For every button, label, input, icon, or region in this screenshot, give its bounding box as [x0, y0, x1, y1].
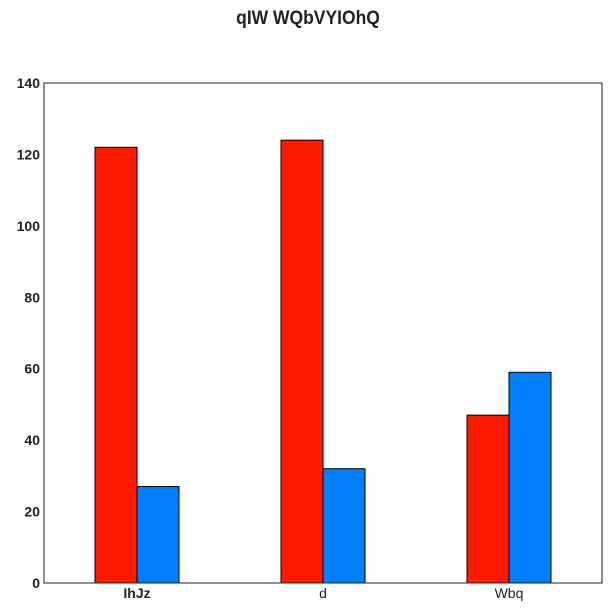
y-tick-label: 120 — [17, 146, 41, 162]
chart-title: qIW WQbVYIOhQ — [236, 8, 380, 29]
bar-series-2-Wbq — [508, 371, 552, 584]
bar-series-2-d — [322, 468, 366, 584]
x-tick-label: Wbq — [495, 585, 524, 601]
y-tick-label: 0 — [32, 575, 40, 591]
y-tick-label: 60 — [24, 361, 40, 377]
y-tick-label: 20 — [24, 504, 40, 520]
x-tick-label: IhJz — [123, 585, 150, 601]
y-tick-label: 40 — [24, 432, 40, 448]
y-tick-label: 140 — [17, 75, 41, 91]
bar-series-1-Wbq — [466, 414, 510, 584]
x-tick-label: d — [319, 585, 327, 601]
y-tick-label: 80 — [24, 289, 40, 305]
bar-series-2-IhJz — [136, 486, 180, 584]
plot-area: 0 20 40 60 80 100 120 140 IhJz d Wbq — [17, 75, 603, 601]
y-tick-label: 100 — [17, 218, 41, 234]
bar-series-1-d — [280, 139, 324, 584]
bar-series-1-IhJz — [94, 146, 138, 584]
plot-frame — [43, 82, 603, 584]
